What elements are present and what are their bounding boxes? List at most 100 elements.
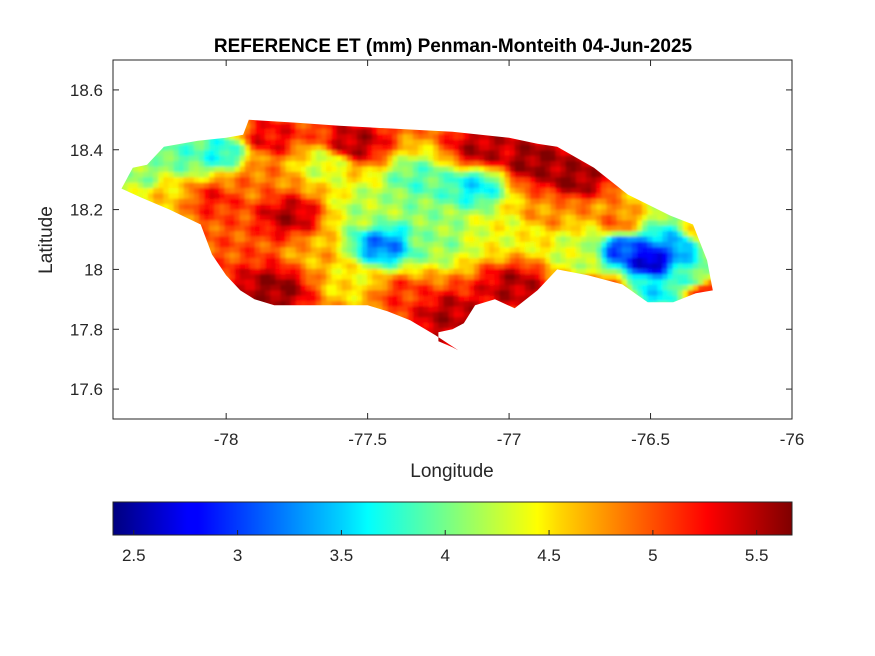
et-cell: [453, 241, 460, 248]
et-cell: [265, 208, 271, 215]
et-cell: [260, 176, 266, 183]
et-cell: [438, 225, 445, 232]
et-cell: [611, 278, 618, 285]
et-cell: [361, 160, 368, 167]
et-cell: [377, 268, 383, 275]
et-cell: [341, 208, 348, 215]
et-cell: [428, 144, 434, 151]
et-cell: [397, 176, 404, 183]
et-cell: [484, 241, 490, 248]
et-cell: [443, 327, 450, 334]
et-cell: [137, 187, 144, 194]
et-cell: [570, 262, 577, 269]
et-cell: [392, 160, 399, 167]
et-cell: [285, 160, 292, 167]
et-cell: [295, 182, 302, 189]
et-cell: [530, 203, 536, 210]
et-cell: [616, 268, 623, 275]
et-cell: [412, 300, 419, 307]
et-cell: [137, 192, 144, 199]
et-cell: [616, 187, 623, 194]
et-cell: [372, 160, 378, 167]
et-cell: [545, 203, 551, 210]
et-cell: [499, 284, 506, 291]
et-cell: [153, 182, 159, 189]
et-cell: [601, 176, 607, 183]
et-cell: [484, 203, 490, 210]
et-cell: [173, 208, 180, 215]
et-cell: [178, 192, 185, 199]
et-cell: [387, 225, 394, 232]
et-cell: [540, 192, 546, 199]
et-cell: [407, 187, 414, 194]
et-cell: [596, 214, 602, 221]
et-cell: [402, 176, 409, 183]
et-cell: [479, 225, 485, 232]
et-cell: [351, 284, 358, 291]
et-cell: [423, 300, 429, 307]
et-cell: [321, 219, 327, 226]
et-cell: [173, 192, 180, 199]
et-cell: [214, 182, 220, 189]
et-cell: [367, 165, 373, 172]
et-cell: [402, 182, 409, 189]
et-cell: [509, 144, 516, 151]
et-cell: [392, 133, 399, 140]
et-cell: [468, 225, 475, 232]
et-cell: [300, 198, 307, 205]
et-cell: [565, 241, 572, 248]
et-cell: [448, 198, 455, 205]
et-cell: [611, 273, 618, 280]
et-cell: [484, 289, 490, 296]
et-cell: [295, 268, 302, 275]
et-cell: [443, 300, 450, 307]
et-cell: [514, 295, 521, 302]
et-cell: [484, 187, 490, 194]
et-cell: [392, 149, 399, 156]
et-cell: [616, 241, 623, 248]
et-cell: [209, 192, 215, 199]
et-cell: [285, 225, 292, 232]
et-cell: [580, 208, 587, 215]
et-cell: [402, 230, 409, 237]
et-cell: [438, 230, 445, 237]
et-cell: [545, 144, 551, 151]
et-cell: [489, 241, 495, 248]
et-cell: [316, 203, 322, 210]
et-cell: [142, 171, 149, 178]
et-cell: [560, 165, 567, 172]
et-cell: [295, 235, 302, 242]
et-cell: [377, 278, 383, 285]
et-cell: [519, 192, 526, 199]
et-cell: [199, 198, 205, 205]
et-cell: [611, 241, 618, 248]
et-cell: [530, 165, 536, 172]
et-cell: [270, 235, 276, 242]
et-cell: [631, 284, 638, 291]
et-cell: [199, 176, 205, 183]
et-cell: [295, 133, 302, 140]
et-cell: [168, 198, 175, 205]
et-cell: [224, 214, 231, 221]
et-cell: [305, 214, 312, 221]
et-cell: [270, 198, 276, 205]
et-cell: [229, 230, 236, 237]
et-cell: [229, 155, 236, 162]
et-cell: [417, 278, 424, 285]
et-cell: [412, 252, 419, 259]
et-cell: [326, 257, 333, 264]
et-cell: [499, 246, 506, 253]
et-cell: [499, 295, 506, 302]
et-cell: [244, 138, 251, 145]
et-cell: [591, 176, 597, 183]
et-cell: [428, 322, 434, 329]
et-cell: [417, 133, 424, 140]
et-cell: [565, 198, 572, 205]
et-cell: [453, 182, 460, 189]
et-cell: [372, 289, 378, 296]
et-cell: [367, 144, 373, 151]
et-cell: [229, 268, 236, 275]
et-cell: [321, 257, 327, 264]
et-cell: [204, 235, 210, 242]
et-cell: [443, 284, 450, 291]
